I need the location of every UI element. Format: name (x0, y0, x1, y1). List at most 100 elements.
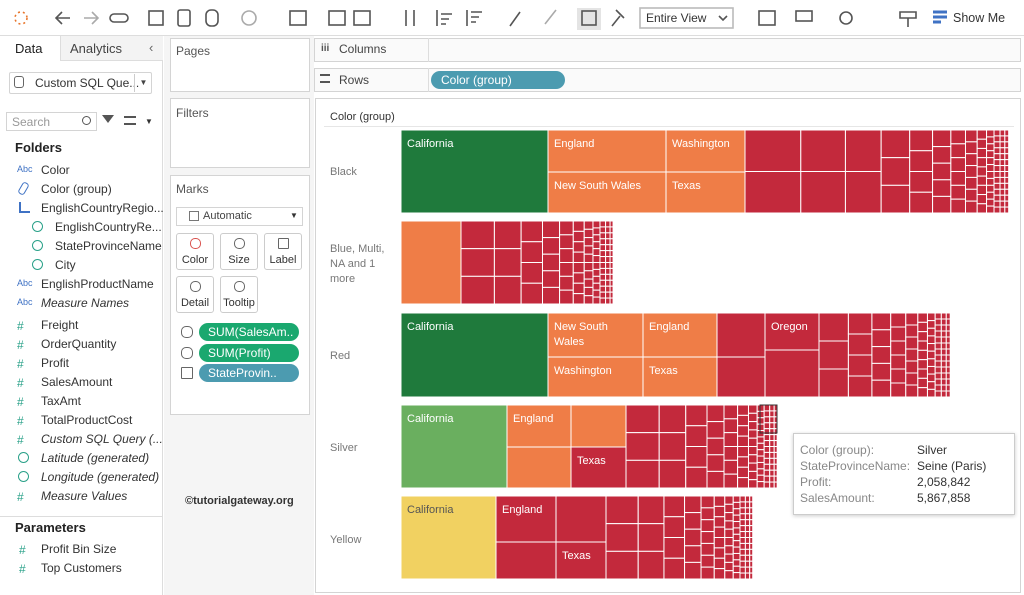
field[interactable]: Color (41, 163, 70, 177)
treemap-cell (999, 194, 1006, 202)
field[interactable]: Measure Names (41, 296, 130, 310)
mark-type-select[interactable] (176, 207, 303, 226)
treemap-cell (934, 348, 942, 356)
field[interactable]: EnglishCountryRegio... (41, 201, 164, 215)
treemap-cell (739, 537, 746, 544)
treemap-cell (460, 275, 495, 305)
treemap-cell (773, 469, 778, 477)
view-arrow[interactable]: ▼ (145, 117, 153, 126)
presentation-icon[interactable] (795, 10, 813, 22)
search-box[interactable] (6, 112, 97, 131)
view-header: Color (group) (330, 111, 395, 123)
field[interactable]: TotalProductCost (41, 413, 133, 427)
sort-asc-icon[interactable] (436, 10, 452, 26)
field[interactable]: TaxAmt (41, 394, 82, 408)
sort-desc-icon[interactable] (466, 10, 482, 26)
redo-icon[interactable] (84, 11, 100, 25)
mark-pill[interactable]: SUM(Profit) (199, 343, 299, 362)
field[interactable]: Freight (41, 318, 79, 332)
treemap-cell (945, 318, 951, 326)
undo-icon[interactable] (54, 11, 70, 25)
view-icon[interactable] (124, 116, 136, 125)
search-placeholder[interactable]: Search (12, 115, 51, 129)
mark-button[interactable]: Size (220, 233, 258, 270)
swap-axes-icon[interactable] (405, 10, 415, 26)
field[interactable]: SalesAmount (41, 375, 113, 389)
field[interactable]: Longitude (generated) (41, 470, 160, 484)
treemap-cell (945, 330, 951, 338)
field[interactable]: Color (group) (41, 182, 112, 196)
treemap-cell (764, 312, 820, 351)
new-datasource-icon[interactable] (177, 9, 191, 27)
mark-button[interactable]: Detail (176, 276, 214, 313)
mark-pill[interactable]: StateProvin.. (199, 364, 299, 382)
card-icon[interactable] (758, 10, 776, 26)
new-sheet-icon[interactable] (289, 10, 307, 26)
treemap-cell (905, 336, 919, 350)
view-mode[interactable]: Entire View (646, 11, 707, 25)
field[interactable]: Measure Values (41, 489, 128, 503)
tooltip-value: Seine (Paris) (917, 459, 987, 473)
treemap-cell (605, 267, 611, 275)
logo-icon[interactable] (14, 11, 28, 25)
group-icon[interactable] (544, 9, 557, 25)
treemap-cell (940, 330, 947, 338)
refresh-icon[interactable] (241, 10, 257, 26)
treemap-cell (880, 184, 911, 214)
cell-label-line: Wales (554, 336, 585, 348)
tab-data[interactable]: Data (15, 41, 43, 56)
mark-pill[interactable]: SUM(SalesAm.. (199, 323, 299, 341)
field[interactable]: Custom SQL Query (... (41, 432, 163, 446)
treemap-cell (559, 220, 574, 236)
mark-button[interactable]: Label (264, 233, 302, 270)
field[interactable]: OrderQuantity (41, 337, 117, 351)
datasource-icon[interactable] (205, 9, 219, 27)
mark-type[interactable]: Automatic (203, 210, 252, 222)
treemap-cell (844, 171, 882, 214)
treemap-cell (592, 296, 601, 305)
field[interactable]: Profit (41, 356, 70, 370)
field[interactable]: City (55, 258, 76, 272)
mark-button[interactable]: Tooltip (220, 276, 258, 313)
mark-button-label[interactable]: Size (228, 254, 250, 266)
swap-icon[interactable] (109, 13, 129, 23)
field[interactable]: StateProvinceName (55, 239, 162, 253)
show-me-icon[interactable] (933, 10, 947, 24)
treemap-cell (599, 273, 607, 281)
filter-icon[interactable] (102, 115, 114, 123)
mark-button-label[interactable]: Detail (180, 297, 210, 309)
tab-analytics[interactable]: Analytics (70, 41, 123, 56)
show-me[interactable]: Show Me (953, 11, 1005, 25)
duplicate-icon[interactable] (328, 10, 346, 26)
view-dropdown[interactable] (639, 7, 734, 29)
mark-button-label[interactable]: Color (181, 254, 209, 266)
pin-icon[interactable] (611, 9, 625, 27)
toolbar-bg (0, 0, 1024, 36)
treemap-cell (700, 566, 715, 580)
field[interactable]: Latitude (generated) (41, 451, 150, 465)
tooltip-key: Profit: (800, 475, 832, 489)
mark-button-label[interactable]: Tooltip (223, 297, 255, 309)
treemap-cell (732, 546, 741, 554)
field[interactable]: EnglishProductName (41, 277, 154, 291)
clear-icon[interactable] (353, 10, 371, 26)
treemap-cell (909, 150, 934, 172)
save-icon[interactable] (148, 10, 164, 26)
treemap-cell (700, 531, 715, 544)
mark-button[interactable]: Color (176, 233, 214, 270)
highlight-icon[interactable] (509, 11, 521, 27)
parameter[interactable]: Profit Bin Size (41, 542, 117, 556)
parameter[interactable]: Top Customers (41, 561, 122, 575)
mark-button-label[interactable]: Label (269, 254, 297, 266)
share-icon[interactable] (839, 11, 853, 25)
tooltip-icon[interactable] (899, 11, 917, 27)
rows-pill[interactable]: Color (group) (431, 71, 565, 89)
treemap-cell (609, 273, 614, 281)
collapse-icon[interactable]: ‹ (149, 40, 154, 55)
treemap-cell (744, 513, 751, 521)
treemap-cell (732, 565, 741, 574)
datasource-select[interactable] (9, 72, 152, 94)
field[interactable]: EnglishCountryRe... (55, 220, 162, 234)
treemap-cell (744, 531, 751, 538)
treemap-cell (723, 459, 739, 475)
